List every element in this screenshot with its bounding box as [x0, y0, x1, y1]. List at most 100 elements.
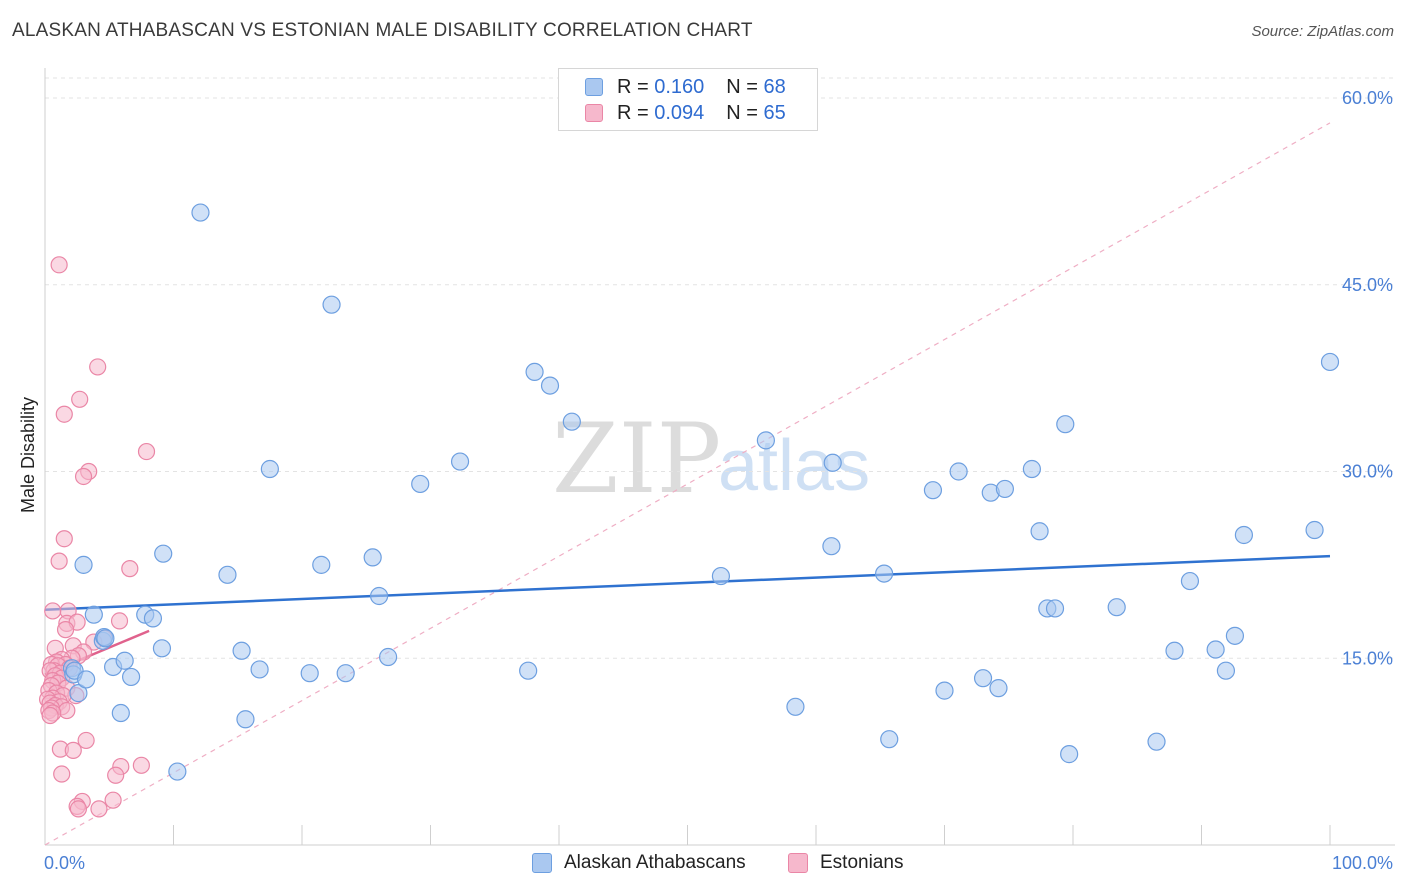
athabascan-trend-line: [44, 554, 1331, 611]
estonian-point: [55, 530, 73, 548]
estonian-point: [90, 800, 108, 818]
athabascan-point: [96, 629, 115, 648]
estonian-point: [56, 621, 75, 639]
bottom-legend-label: Estonians: [820, 852, 904, 873]
athabascan-point: [450, 452, 470, 471]
athabascan-point: [1320, 352, 1340, 372]
athabascan-point: [121, 667, 141, 687]
athabascan-point: [77, 670, 96, 689]
athabascan-point: [168, 762, 187, 781]
athabascan-point: [711, 566, 731, 586]
tick-labels: 15.0% 30.0% 45.0% 60.0% 0.0% 100.0%: [44, 88, 1393, 873]
reference-diagonal: [44, 122, 1331, 846]
legend-n-value: 65: [763, 101, 786, 124]
athabascan-point: [880, 730, 899, 749]
estonian-point: [104, 791, 122, 809]
athabascan-point: [1216, 661, 1236, 680]
legend-n-label: N =: [726, 75, 758, 98]
x-tick-label-max: 100.0%: [1332, 853, 1393, 873]
bottom-legend-swatch-pink: [788, 853, 808, 873]
y-tick-label: 60.0%: [1342, 88, 1393, 108]
athabascan-point: [312, 555, 331, 574]
estonian-point: [69, 800, 88, 818]
athabascan-point: [236, 710, 255, 729]
athabascan-point: [1147, 732, 1166, 751]
trend-lines: [44, 122, 1331, 846]
athabascan-point: [370, 586, 389, 606]
bottom-legend-athabascan: Alaskan Athabascans: [532, 852, 746, 874]
estonian-point: [50, 256, 68, 274]
athabascan-point: [935, 681, 954, 700]
y-tick-label: 30.0%: [1342, 462, 1393, 482]
athabascan-point: [152, 639, 172, 658]
athabascan-point: [1180, 571, 1200, 591]
legend-swatch-blue: [585, 78, 603, 96]
athabascan-point: [1225, 626, 1245, 645]
athabascan-point: [562, 412, 581, 431]
source-label: Source: ZipAtlas.com: [1251, 23, 1394, 40]
legend-r-value: 0.094: [654, 101, 705, 124]
estonian-point: [41, 706, 59, 725]
y-tick-label: 45.0%: [1342, 275, 1393, 295]
legend-n-label: N =: [726, 101, 758, 124]
estonian-point: [53, 765, 71, 783]
estonian-point: [110, 612, 129, 630]
athabascan-point: [74, 555, 93, 574]
athabascan-point: [875, 564, 894, 583]
estonian-point: [71, 390, 89, 408]
athabascan-point: [115, 651, 134, 670]
athabascan-point: [250, 660, 269, 679]
estonian-point: [77, 731, 95, 750]
watermark: ZIP atlas: [552, 403, 870, 515]
athabascan-point: [300, 664, 319, 683]
athabascan-point: [191, 203, 210, 222]
estonian-point: [89, 358, 107, 376]
athabascan-point: [154, 544, 173, 563]
athabascan-point: [143, 609, 163, 628]
bottom-legend-estonian: Estonians: [788, 852, 903, 874]
athabascan-point: [322, 295, 341, 314]
athabascan-point: [260, 459, 279, 479]
athabascan-point: [363, 548, 382, 567]
athabascan-point: [111, 703, 130, 723]
estonian-point: [44, 602, 62, 620]
legend-row-athabascan: R = 0.160 N = 68: [585, 75, 786, 99]
estonian-point: [137, 442, 156, 461]
athabascan-point: [1060, 745, 1079, 764]
y-tick-label: 15.0%: [1342, 648, 1393, 668]
legend-r-value: 0.160: [654, 75, 705, 98]
estonian-point: [55, 405, 73, 423]
athabascan-point: [973, 669, 993, 688]
y-axis-title: Male Disability: [18, 397, 38, 513]
athabascan-point: [1056, 415, 1075, 434]
athabascan-point: [525, 362, 544, 381]
athabascan-point: [232, 641, 251, 660]
athabascan-point: [1107, 598, 1126, 617]
athabascan-point: [995, 479, 1014, 499]
athabascan-point: [1206, 640, 1225, 659]
estonian-point: [50, 552, 68, 570]
estonian-point: [58, 701, 76, 720]
athabascan-point: [756, 431, 775, 450]
athabascan-point: [1165, 641, 1184, 660]
athabascan-point: [84, 605, 103, 624]
chart-title: ALASKAN ATHABASCAN VS ESTONIAN MALE DISA…: [12, 20, 753, 41]
legend-n-value: 68: [763, 75, 786, 98]
legend-r-label: R =: [617, 101, 649, 124]
athabascan-point: [923, 481, 943, 500]
watermark-atlas: atlas: [718, 426, 870, 506]
estonian-point: [121, 560, 139, 578]
legend-r-label: R =: [617, 75, 649, 98]
athabascan-point: [823, 453, 842, 472]
athabascan-point: [1022, 459, 1041, 479]
athabascan-point: [218, 565, 237, 584]
athabascan-point: [822, 537, 841, 556]
stats-legend: R = 0.160 N = 68 R = 0.094 N = 65: [558, 68, 818, 131]
legend-row-estonian: R = 0.094 N = 65: [585, 101, 786, 125]
bottom-legend-swatch-blue: [532, 853, 552, 873]
x-tick-label-min: 0.0%: [44, 853, 85, 873]
athabascan-point: [949, 462, 968, 481]
athabascan-point: [1030, 522, 1049, 541]
athabascan-point: [1305, 520, 1324, 540]
